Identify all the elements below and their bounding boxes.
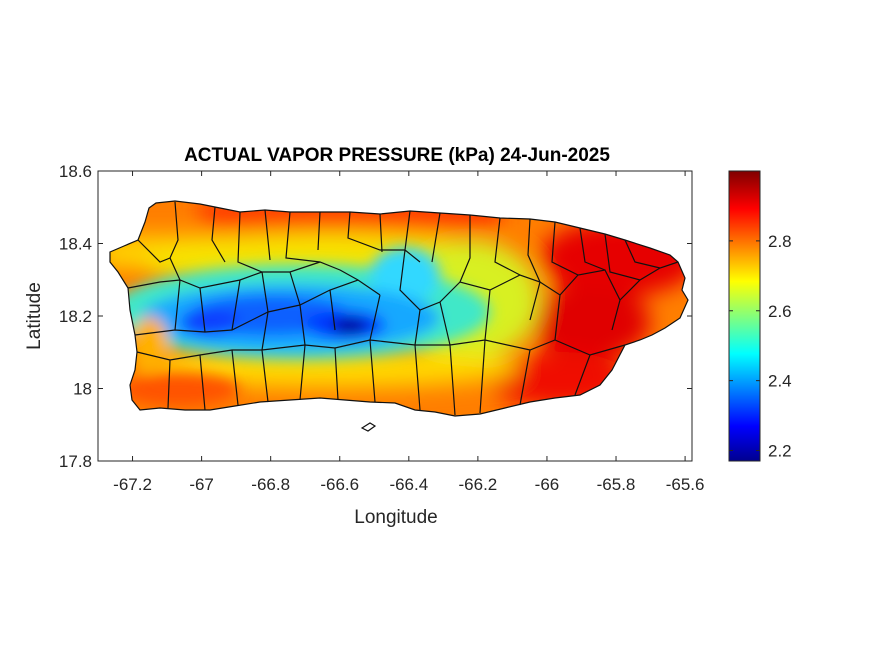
colorbar-bar <box>728 170 761 462</box>
colorbar: 2.2 2.4 2.6 2.8 <box>728 170 792 462</box>
y-tick-label: 17.8 <box>59 452 92 471</box>
y-tick-label: 18.2 <box>59 307 92 326</box>
island-outline <box>109 200 689 417</box>
y-tick-label: 18 <box>73 380 92 399</box>
x-tick-label: -67.2 <box>113 475 152 494</box>
x-tick-label: -66 <box>535 475 560 494</box>
y-tick-label: 18.4 <box>59 235 92 254</box>
figure-title: ACTUAL VAPOR PRESSURE (kPa) 24-Jun-2025 <box>184 145 610 166</box>
vieques-islet <box>360 422 377 432</box>
x-tick-label: -66.8 <box>251 475 290 494</box>
x-tick-label: -66.2 <box>459 475 498 494</box>
y-axis-label: Latitude <box>24 282 45 350</box>
colorbar-tick-label: 2.8 <box>768 232 792 251</box>
x-axis-label: Longitude <box>354 507 437 528</box>
colorbar-tick-label: 2.4 <box>768 372 792 391</box>
x-tick-label: -65.6 <box>666 475 705 494</box>
x-tick-label: -66.6 <box>320 475 359 494</box>
y-axis: 17.8 18 18.2 18.4 18.6 <box>59 162 692 471</box>
x-tick-label: -65.8 <box>597 475 636 494</box>
y-tick-label: 18.6 <box>59 162 92 181</box>
municipality-boundaries <box>109 200 689 432</box>
x-tick-label: -67 <box>189 475 214 494</box>
colorbar-ticks: 2.2 2.4 2.6 2.8 <box>729 232 792 461</box>
x-tick-label: -66.4 <box>389 475 428 494</box>
colorbar-tick-label: 2.6 <box>768 302 792 321</box>
x-axis: -67.2 -67 -66.8 -66.6 -66.4 -66.2 -66 -65.8 -65.… <box>113 171 704 494</box>
boundary-lines <box>127 201 679 416</box>
colorbar-tick-label: 2.2 <box>768 442 792 461</box>
